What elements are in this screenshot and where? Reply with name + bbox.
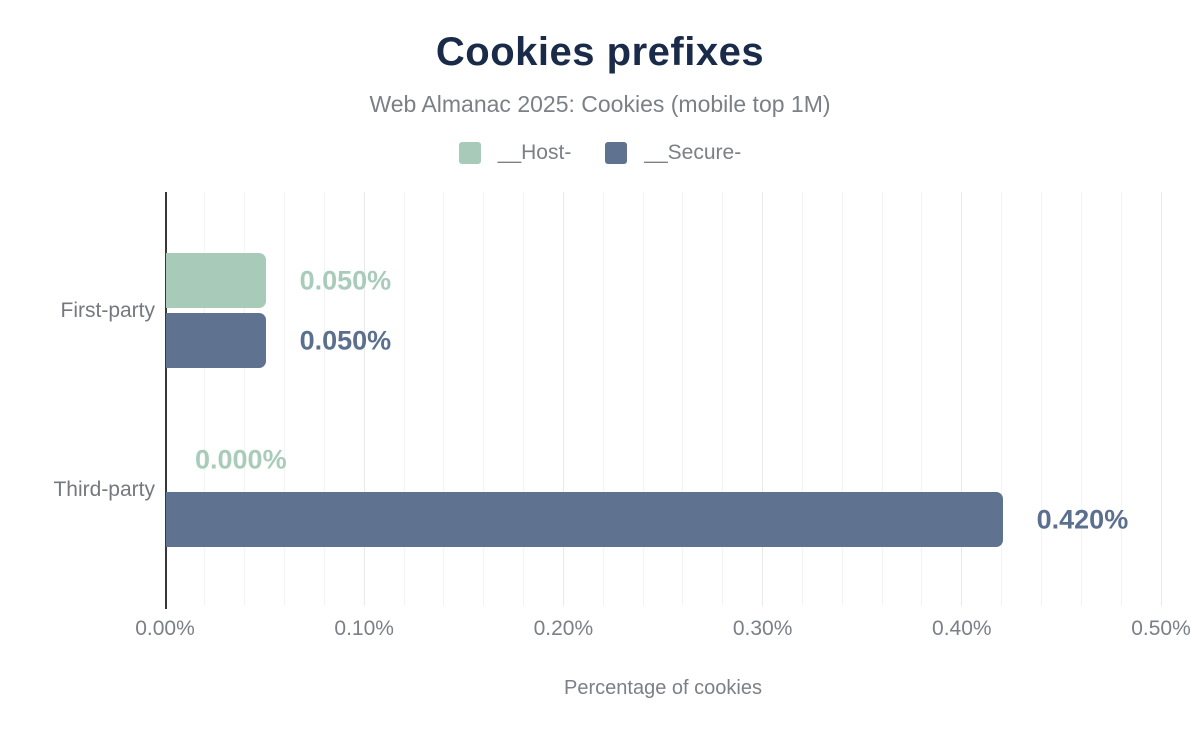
legend-swatch-secure-icon <box>605 142 628 164</box>
major-gridline <box>363 192 365 606</box>
minor-gridline <box>801 192 803 606</box>
bar-value-label: 0.050% <box>299 325 392 355</box>
major-gridline <box>1160 192 1162 606</box>
minor-gridline <box>1001 192 1003 606</box>
minor-gridline <box>881 192 883 606</box>
legend-label-host: __Host- <box>497 141 572 164</box>
minor-gridline <box>523 192 525 606</box>
legend-item-host[interactable]: __Host- <box>458 141 572 165</box>
minor-gridline <box>204 192 206 606</box>
x-tick-label: 0.00% <box>135 617 195 640</box>
bar-value-label: 0.000% <box>195 444 287 474</box>
minor-gridline <box>403 192 405 606</box>
minor-gridline <box>722 192 724 606</box>
bar-first-party-secure[interactable] <box>166 313 266 368</box>
bar-value-label: 0.050% <box>299 265 392 295</box>
minor-gridline <box>323 192 325 606</box>
category-label: First-party <box>60 298 156 322</box>
bar-third-party-secure[interactable] <box>166 492 1003 547</box>
bar-value-label: 0.420% <box>1036 504 1129 534</box>
minor-gridline <box>1040 192 1042 606</box>
x-tick-label: 0.20% <box>533 617 594 640</box>
chart-subtitle: Web Almanac 2025: Cookies (mobile top 1M… <box>369 91 831 117</box>
major-gridline <box>562 192 564 606</box>
minor-gridline <box>841 192 843 606</box>
legend: __Host- __Secure- <box>0 141 1200 165</box>
minor-gridline <box>602 192 604 606</box>
major-gridline <box>762 192 764 606</box>
minor-gridline <box>921 192 923 606</box>
minor-gridline <box>244 192 246 606</box>
x-tick-label: 0.40% <box>932 617 992 640</box>
minor-gridline <box>682 192 684 606</box>
bar-first-party-host[interactable] <box>166 253 266 308</box>
x-axis-title: Percentage of cookies <box>564 677 762 699</box>
chart-title: Cookies prefixes <box>435 30 765 74</box>
x-tick-label: 0.10% <box>334 617 394 640</box>
minor-gridline <box>642 192 644 606</box>
minor-gridline <box>1080 192 1082 606</box>
category-label: Third-party <box>53 477 155 501</box>
major-gridline <box>961 192 963 606</box>
legend-swatch-host-icon <box>458 142 481 164</box>
minor-gridline <box>443 192 445 606</box>
minor-gridline <box>483 192 485 606</box>
minor-gridline <box>1120 192 1122 606</box>
y-axis-line <box>165 192 167 609</box>
x-tick-label: 0.30% <box>732 617 793 640</box>
x-tick-label: 0.50% <box>1131 617 1191 640</box>
minor-gridline <box>284 192 286 606</box>
legend-item-secure[interactable]: __Secure- <box>605 141 741 165</box>
legend-label-secure: __Secure- <box>644 141 742 164</box>
